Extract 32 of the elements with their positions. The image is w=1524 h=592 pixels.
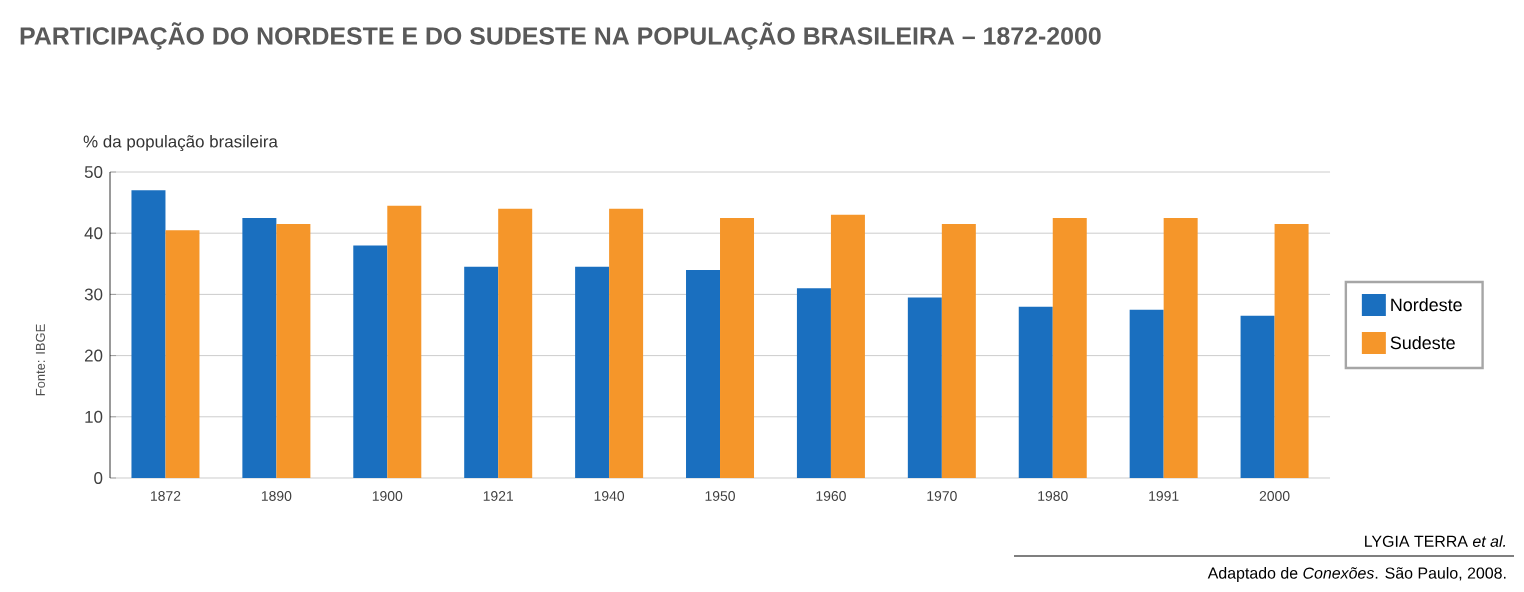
bar [464, 266, 499, 478]
bar [1052, 217, 1087, 478]
bar [575, 266, 610, 478]
bar [1274, 224, 1309, 478]
bar [609, 208, 644, 478]
bar [242, 217, 277, 478]
y-tick-label: 10 [85, 410, 103, 423]
bar [276, 224, 311, 478]
bar [131, 190, 166, 478]
y-tick-label: 20 [84, 349, 103, 362]
bar [941, 224, 976, 478]
bar [720, 217, 755, 478]
y-tick-label: 50 [84, 166, 103, 178]
bar [686, 269, 721, 478]
bar [1163, 217, 1198, 478]
y-tick-label: 30 [84, 288, 103, 301]
bar [1018, 306, 1053, 478]
bar [387, 205, 422, 478]
bar [498, 208, 533, 478]
y-axis-title: % da população brasileira [83, 135, 278, 151]
chart-title: PARTICIPAÇÃO DO NORDESTE E DO SUDESTE NA POPULAÇÃO BRASILEIRA – 1872-2000 [20, 22, 1101, 50]
legend-label: Sudeste [1390, 336, 1455, 350]
legend-label: Nordeste [1391, 298, 1462, 312]
bar [1240, 315, 1275, 478]
bar [165, 230, 200, 478]
bar [353, 245, 388, 478]
bar [1129, 309, 1164, 478]
bar [796, 288, 831, 478]
y-tick-label: 40 [84, 227, 103, 240]
y-tick-label: 0 [94, 472, 103, 484]
bar [907, 297, 942, 478]
bar [830, 214, 865, 478]
